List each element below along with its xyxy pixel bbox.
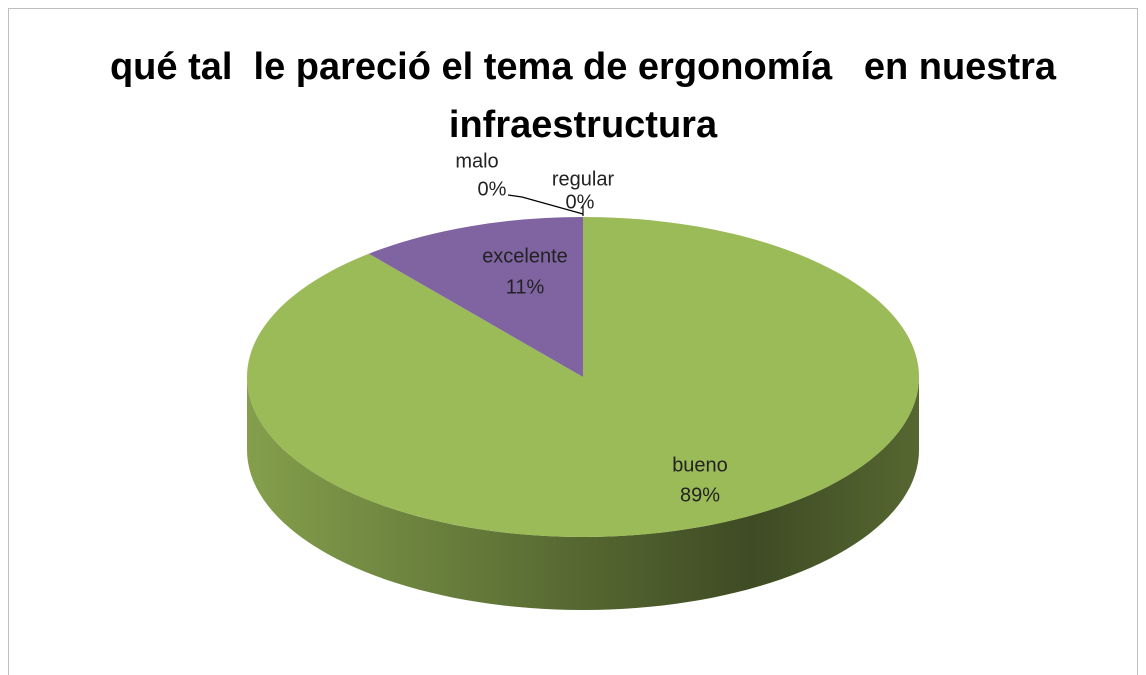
data-label-value: 11%	[506, 276, 545, 298]
data-label-name: regular	[552, 168, 615, 190]
chart-border	[8, 8, 1138, 675]
pie-slice	[368, 217, 583, 377]
data-label-value: 0%	[566, 191, 595, 213]
data-label-value: 89%	[680, 484, 720, 506]
pie-side-shade	[247, 377, 919, 610]
data-label-value: 0%	[478, 178, 507, 200]
data-label-name: excelente	[482, 245, 568, 267]
chart-title: qué tal le pareció el tema de ergonomía …	[109, 46, 1067, 146]
leader-line	[507, 194, 584, 215]
data-label-name: bueno	[672, 454, 728, 476]
data-label-name: malo	[455, 150, 498, 172]
